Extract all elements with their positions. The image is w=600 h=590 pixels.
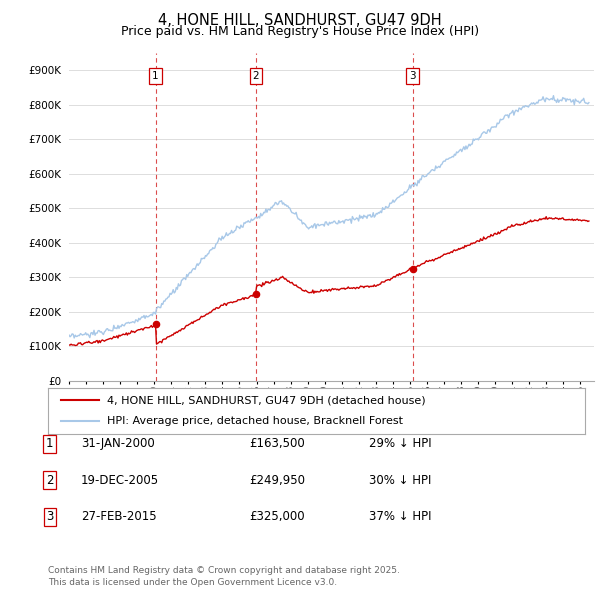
Text: 1: 1 xyxy=(152,71,159,81)
Text: 2: 2 xyxy=(253,71,259,81)
Text: 19-DEC-2005: 19-DEC-2005 xyxy=(81,474,159,487)
Point xyxy=(151,319,160,329)
Text: 3: 3 xyxy=(409,71,416,81)
Text: £249,950: £249,950 xyxy=(249,474,305,487)
Text: Price paid vs. HM Land Registry's House Price Index (HPI): Price paid vs. HM Land Registry's House … xyxy=(121,25,479,38)
Text: £325,000: £325,000 xyxy=(249,510,305,523)
Text: Contains HM Land Registry data © Crown copyright and database right 2025.
This d: Contains HM Land Registry data © Crown c… xyxy=(48,566,400,587)
Text: £163,500: £163,500 xyxy=(249,437,305,450)
Text: 3: 3 xyxy=(46,510,53,523)
Point xyxy=(251,290,260,299)
Text: HPI: Average price, detached house, Bracknell Forest: HPI: Average price, detached house, Brac… xyxy=(107,416,403,426)
Text: 31-JAN-2000: 31-JAN-2000 xyxy=(81,437,155,450)
Text: 2: 2 xyxy=(46,474,53,487)
Text: 37% ↓ HPI: 37% ↓ HPI xyxy=(369,510,431,523)
Text: 29% ↓ HPI: 29% ↓ HPI xyxy=(369,437,431,450)
Text: 27-FEB-2015: 27-FEB-2015 xyxy=(81,510,157,523)
Text: 1: 1 xyxy=(46,437,53,450)
Text: 4, HONE HILL, SANDHURST, GU47 9DH: 4, HONE HILL, SANDHURST, GU47 9DH xyxy=(158,13,442,28)
Point xyxy=(408,264,418,273)
Text: 4, HONE HILL, SANDHURST, GU47 9DH (detached house): 4, HONE HILL, SANDHURST, GU47 9DH (detac… xyxy=(107,395,425,405)
Text: 30% ↓ HPI: 30% ↓ HPI xyxy=(369,474,431,487)
